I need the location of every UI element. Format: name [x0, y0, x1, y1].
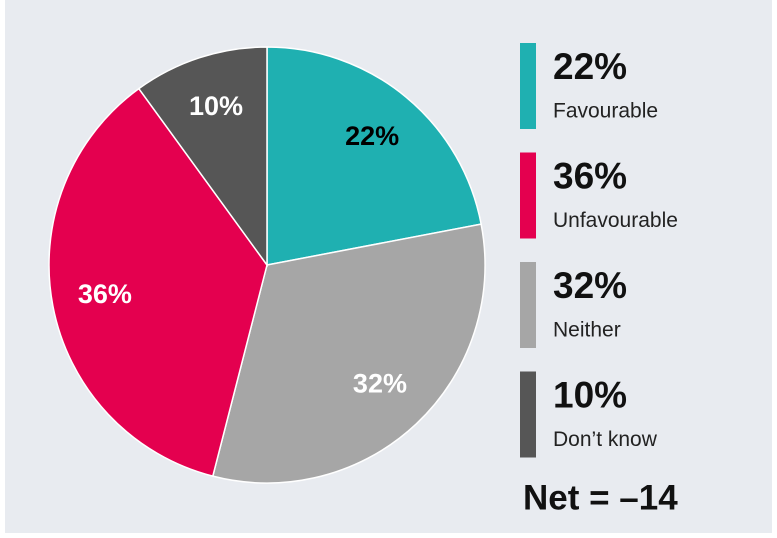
- legend-value: 22%: [553, 46, 627, 87]
- legend-label: Don’t know: [553, 428, 658, 451]
- legend-label: Neither: [553, 319, 621, 342]
- legend-label: Favourable: [553, 100, 658, 123]
- legend-swatch: [520, 43, 536, 129]
- slice-label: 22%: [345, 121, 399, 151]
- legend-swatch: [520, 152, 536, 239]
- pie-slice: [211, 223, 486, 484]
- legend-swatch: [520, 371, 536, 458]
- legend-label: Unfavourable: [553, 209, 678, 232]
- pie-slice: [266, 46, 483, 266]
- net-annotation: Net = –14: [523, 478, 678, 517]
- slice-label: 32%: [353, 368, 407, 398]
- legend-value: 32%: [553, 265, 627, 306]
- pie-slice: [48, 87, 268, 478]
- legend-value: 10%: [553, 374, 627, 415]
- pie-slice: [137, 46, 268, 268]
- legend-swatch: [520, 262, 536, 348]
- slice-label: 10%: [189, 91, 243, 121]
- slice-label: 36%: [78, 279, 132, 309]
- legend-value: 36%: [553, 155, 627, 196]
